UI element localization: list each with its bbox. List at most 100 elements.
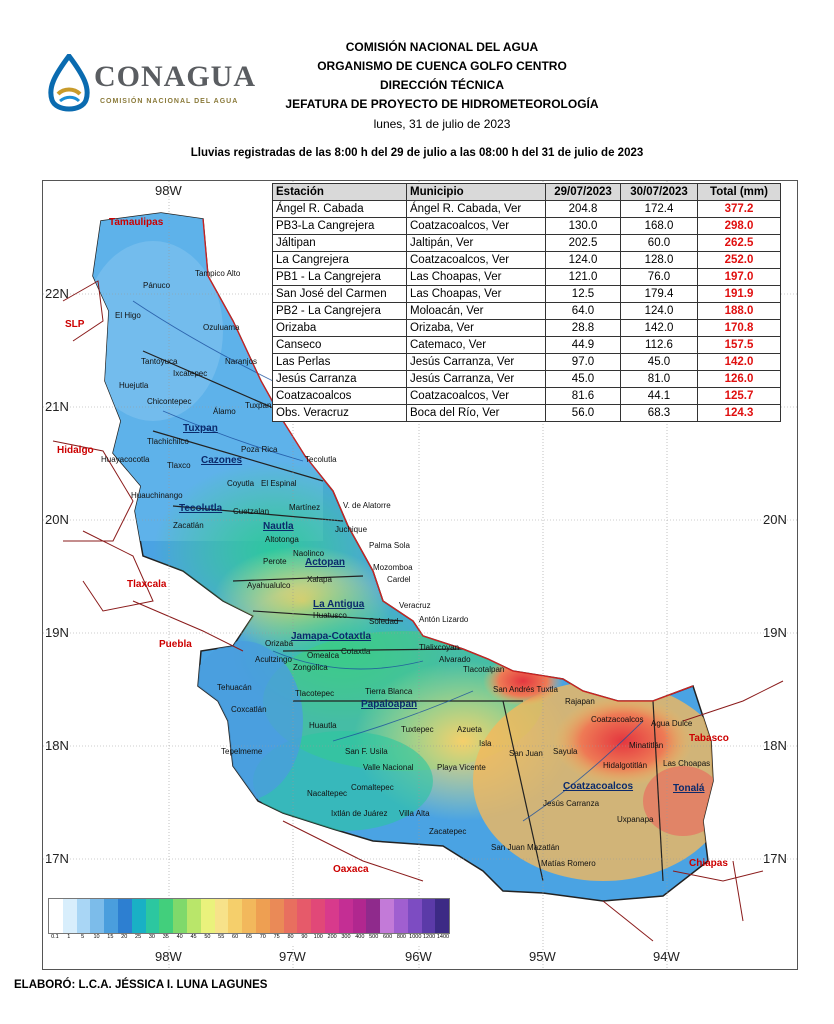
legend-swatch bbox=[90, 899, 105, 933]
station-cell: PB1 - La Cangrejera bbox=[272, 268, 407, 286]
total-cell: 262.5 bbox=[697, 234, 781, 252]
place-label: Zacatlán bbox=[173, 521, 204, 530]
state-label: Hidalgo bbox=[57, 445, 94, 456]
basin-label: Coatzacoalcos bbox=[563, 781, 634, 792]
legend-label: 1400 bbox=[436, 934, 450, 940]
place-label: Villa Alta bbox=[399, 809, 430, 818]
value-cell: 202.5 bbox=[545, 234, 621, 252]
table-row: Orizaba Orizaba, Ver 28.8 142.0 170.8 bbox=[272, 319, 781, 337]
place-label: Zacatepec bbox=[429, 827, 467, 836]
header-line: DIRECCIÓN TÉCNICA bbox=[379, 78, 504, 92]
place-label: Huautla bbox=[309, 721, 337, 730]
table-row: La Cangrejera Coatzacoalcos, Ver 124.0 128.… bbox=[272, 251, 781, 269]
value-cell: 45.0 bbox=[545, 370, 621, 388]
header-municipio: Municipio bbox=[406, 183, 546, 201]
basin-label: Papaloapan bbox=[361, 699, 418, 710]
place-label: Martínez bbox=[289, 503, 321, 512]
table-header-row: Estación Municipio 29/07/2023 30/07/2023… bbox=[272, 183, 781, 201]
legend-color-scale bbox=[48, 898, 450, 934]
legend-swatch bbox=[242, 899, 256, 933]
station-cell: Jáltipan bbox=[272, 234, 407, 252]
legend-label: 15 bbox=[107, 934, 114, 940]
table-row: Canseco Catemaco, Ver 44.9 112.6 157.5 bbox=[272, 336, 781, 354]
municipio-cell: Jesús Carranza, Ver bbox=[406, 370, 546, 388]
place-label: San F. Usila bbox=[345, 747, 388, 756]
rainfall-legend: 0.1 1 5 10 15 20 25 30 35 40 45 50 55 60 65 70 75 80 90 100… bbox=[48, 898, 450, 944]
legend-value-labels: 0.1 1 5 10 15 20 25 30 35 40 45 50 55 60 65 70 75 80 90 100… bbox=[48, 934, 450, 944]
place-label: Uxpanapa bbox=[617, 815, 654, 824]
place-label: Xalapa bbox=[307, 575, 332, 584]
station-cell: Obs. Veracruz bbox=[272, 404, 407, 422]
place-label: Tehuacán bbox=[217, 683, 252, 692]
station-cell: Canseco bbox=[272, 336, 407, 354]
place-label: Pánuco bbox=[143, 281, 171, 290]
header-line: ORGANISMO DE CUENCA GOLFO CENTRO bbox=[317, 59, 567, 73]
value-cell: 121.0 bbox=[545, 268, 621, 286]
value-cell: 142.0 bbox=[620, 319, 698, 337]
table-row: Ángel R. Cabada Ángel R. Cabada, Ver 204.8… bbox=[272, 200, 781, 218]
lat-label: 20N bbox=[763, 512, 787, 527]
legend-label: 300 bbox=[341, 934, 351, 940]
legend-swatch bbox=[76, 899, 91, 933]
legend-label: 55 bbox=[218, 934, 225, 940]
place-label: Tlachichilco bbox=[147, 437, 189, 446]
lat-label: 19N bbox=[45, 625, 69, 640]
legend-swatch bbox=[311, 899, 325, 933]
table-row: Las Perlas Jesús Carranza, Ver 97.0 45.0 142… bbox=[272, 353, 781, 371]
value-cell: 12.5 bbox=[545, 285, 621, 303]
place-label: Álamo bbox=[213, 407, 236, 416]
table-row: Jáltipan Jaltipán, Ver 202.5 60.0 262.5 bbox=[272, 234, 781, 252]
place-label: Mozomboa bbox=[373, 563, 413, 572]
place-label: Tlacotepec bbox=[295, 689, 335, 698]
total-cell: 298.0 bbox=[697, 217, 781, 235]
place-label: Veracruz bbox=[399, 601, 431, 610]
lon-label: 96W bbox=[405, 949, 432, 964]
legend-swatch bbox=[255, 899, 270, 933]
legend-swatch bbox=[393, 899, 408, 933]
station-cell: Las Perlas bbox=[272, 353, 407, 371]
value-cell: 76.0 bbox=[620, 268, 698, 286]
value-cell: 60.0 bbox=[620, 234, 698, 252]
lon-label: 98W bbox=[155, 949, 182, 964]
lat-label: 18N bbox=[763, 738, 787, 753]
rainfall-table: Estación Municipio 29/07/2023 30/07/2023… bbox=[272, 183, 781, 422]
basin-label: Actopan bbox=[305, 557, 345, 568]
place-label: Valle Nacional bbox=[363, 763, 414, 772]
conagua-logo: CONAGUA COMISIÓN NACIONAL DEL AGUA bbox=[44, 54, 269, 124]
basin-label: Cazones bbox=[201, 455, 243, 466]
place-label: Cardel bbox=[387, 575, 411, 584]
header-total: Total (mm) bbox=[697, 183, 781, 201]
state-label: Tabasco bbox=[689, 733, 729, 744]
header-line: COMISIÓN NACIONAL DEL AGUA bbox=[345, 40, 539, 54]
lat-label: 21N bbox=[45, 399, 69, 414]
place-label: Nacaltepec bbox=[307, 789, 348, 798]
place-label: Coxcatlán bbox=[231, 705, 267, 714]
lat-label: 17N bbox=[763, 851, 787, 866]
municipio-cell: Ángel R. Cabada, Ver bbox=[406, 200, 546, 218]
basin-label: Jamapa-Cotaxtla bbox=[291, 631, 372, 642]
place-label: V. de Alatorre bbox=[343, 501, 391, 510]
legend-swatch bbox=[145, 899, 160, 933]
legend-label: 400 bbox=[355, 934, 365, 940]
header-date-1: 29/07/2023 bbox=[545, 183, 621, 201]
lon-label: 98W bbox=[155, 183, 182, 198]
value-cell: 204.8 bbox=[545, 200, 621, 218]
place-label: Poza Rica bbox=[241, 445, 278, 454]
value-cell: 81.0 bbox=[620, 370, 698, 388]
value-cell: 68.3 bbox=[620, 404, 698, 422]
total-cell: 125.7 bbox=[697, 387, 781, 405]
legend-label: 20 bbox=[121, 934, 128, 940]
place-label: Hidalgotitlán bbox=[603, 761, 648, 770]
legend-label: 30 bbox=[148, 934, 155, 940]
place-label: Chicontepec bbox=[147, 397, 192, 406]
legend-swatch bbox=[117, 899, 132, 933]
place-label: Matías Romero bbox=[541, 859, 596, 868]
place-label: Las Choapas bbox=[663, 759, 711, 768]
place-label: Palma Sola bbox=[369, 541, 410, 550]
legend-label: 1 bbox=[67, 934, 71, 940]
legend-label: 1200 bbox=[423, 934, 436, 940]
legend-label: 70 bbox=[259, 934, 266, 940]
legend-swatch bbox=[214, 899, 229, 933]
legend-swatch bbox=[200, 899, 215, 933]
table-row: Jesús Carranza Jesús Carranza, Ver 45.0 81.… bbox=[272, 370, 781, 388]
